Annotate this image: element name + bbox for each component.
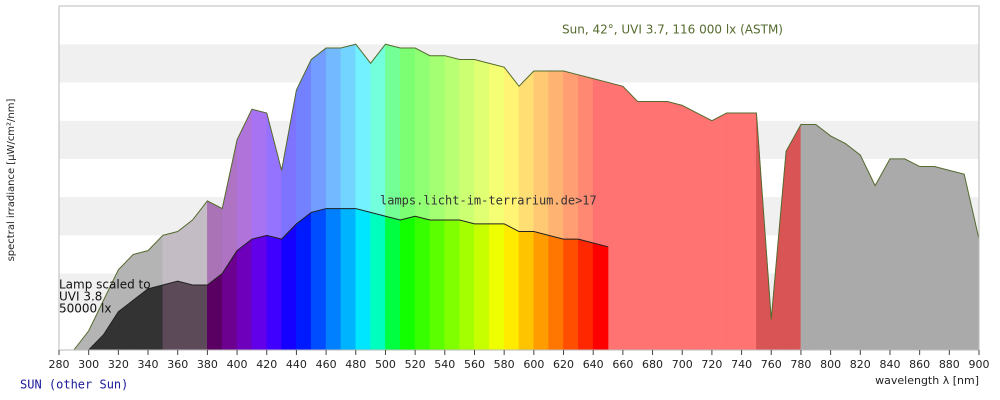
spectrum-fill [533,231,549,351]
plot-frame [58,5,980,351]
y-axis-label: spectral irradiance [µW/cm²/nm] [6,98,17,261]
spectrum-fill [162,280,179,351]
x-tick-label: 400 [227,358,248,371]
series-label: Sun, 42°, UVI 3.7, 116 000 lx (ASTM) [562,23,783,37]
spectrum-fill [681,104,698,351]
spectrum-fill [444,219,460,351]
spectrum-fill [147,284,164,351]
spectrum-fill [281,223,297,351]
lamp-note: 50000 lx [59,302,111,316]
grid-band [59,44,979,83]
spectrum-fill [192,284,208,351]
spectrum-fill [414,215,431,351]
spectrum-fill [310,208,327,351]
x-tick-label: 700 [672,358,693,371]
spectrum-fill [548,234,564,351]
x-tick-label: 380 [197,358,218,371]
x-tick-label: 340 [138,358,159,371]
spectrum-fill [266,234,282,351]
x-tick-label: 360 [167,358,188,371]
plot-area [58,5,980,351]
x-tick-label: 620 [553,358,574,371]
series-line [73,43,980,351]
spectrum-fill [474,223,490,351]
spectrum-fill [563,238,579,351]
spectrum-fill [503,223,520,351]
x-tick-label: 900 [969,358,990,371]
spectrum-fill [800,124,817,351]
x-tick-label: 780 [790,358,811,371]
spectrum-fill [934,166,950,351]
footer-label: SUN (other Sun) [20,378,128,392]
spectrum-fill [459,219,475,351]
grid-band [59,6,979,45]
spectrum-fill [711,112,728,351]
x-tick-label: 420 [256,358,277,371]
spectrum-fill [592,242,609,351]
spectrum-fill [355,208,371,351]
x-tick-label: 580 [494,358,515,371]
spectrum-fill [904,158,920,351]
series-label: lamps.licht-im-terrarium.de>17 [380,194,597,208]
x-tick-label: 740 [731,358,752,371]
x-tick-label: 840 [879,358,900,371]
spectrum-fill [236,238,253,351]
spectrum-fill [207,272,223,351]
spectrum-fill [622,85,639,351]
spectrum-fill [578,238,594,351]
spectrum-fill [815,123,831,351]
spectrum-fill [399,215,416,351]
x-tick-label: 500 [375,358,396,371]
spectrum-fill [325,208,342,351]
x-tick-label: 520 [405,358,426,371]
spectrum-fill [370,212,386,351]
x-tick-label: 660 [612,358,633,371]
x-tick-label: 600 [523,358,544,371]
lamp-note: Lamp scaled to [59,278,151,292]
x-tick-label: 480 [345,358,366,371]
x-tick-label: 300 [78,358,99,371]
spectrum-fill [251,234,268,351]
x-tick-label: 820 [850,358,871,371]
spectrum-fill [667,101,683,351]
x-tick-label: 860 [909,358,930,371]
spectrum-fill [177,280,193,351]
spectrum-fill [385,215,401,351]
spectrum-fill [296,211,312,351]
spectrum-fill [696,112,713,351]
spectrum-fill [874,157,891,351]
spectrum-fill [919,166,935,351]
spectrum-fill [652,101,668,351]
x-tick-label: 880 [939,358,960,371]
lamp-note: UVI 3.8 [59,290,102,304]
series-line [88,208,609,351]
x-tick-label: 560 [464,358,485,371]
spectrum-fill [518,231,535,351]
spectrum-fill [785,123,802,351]
spectrum-fill [726,112,742,351]
x-tick-label: 440 [286,358,307,371]
x-tick-label: 800 [820,358,841,371]
x-tick-label: 460 [316,358,337,371]
spectrum-fill [859,154,876,351]
x-tick-label: 760 [761,358,782,371]
x-tick-label: 540 [434,358,455,371]
spectrum-fill [741,112,757,351]
spectrum-fill [607,82,624,351]
spectrum-fill [429,219,446,351]
spectrum-fill [637,101,653,351]
x-tick-label: 680 [642,358,663,371]
x-axis-label: wavelength λ [nm] [875,374,979,387]
spectrum-fill [949,169,965,351]
x-tick-label: 720 [701,358,722,371]
spectrum-fill [489,223,505,351]
spectrum-fill [845,142,861,351]
x-tick-label: 280 [49,358,70,371]
spectrum-fill [830,135,846,351]
x-tick-label: 640 [583,358,604,371]
x-tick-label: 320 [108,358,129,371]
spectrum-fill [340,208,357,351]
spectrum-fill [889,158,906,351]
